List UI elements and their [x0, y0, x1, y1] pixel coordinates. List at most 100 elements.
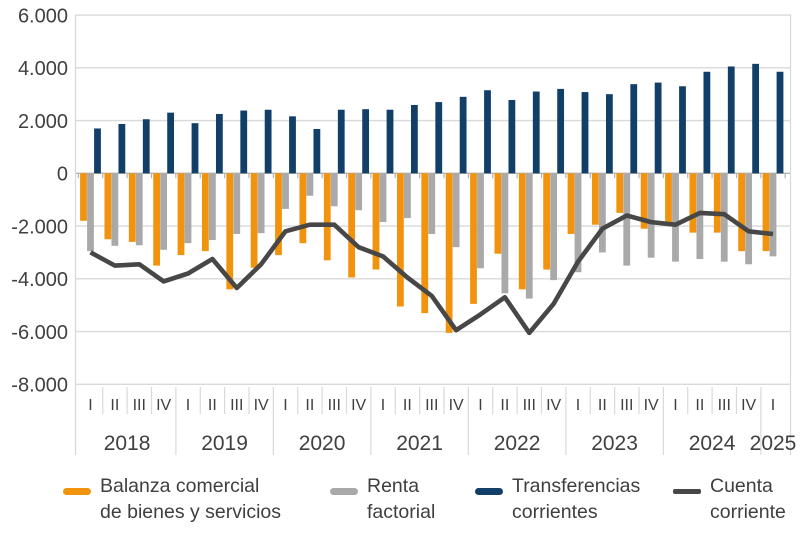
quarter-label: I [576, 397, 580, 414]
quarter-label: I [283, 397, 287, 414]
quarter-label: III [230, 397, 243, 414]
transferencias-corrientes-bar [581, 92, 589, 174]
balanza-comercial-bar [372, 173, 380, 270]
transferencias-corrientes-bar [727, 66, 735, 174]
transferencias-corrientes-bar [679, 86, 686, 174]
renta-factorial-bar [477, 173, 484, 269]
year-label: 2021 [396, 432, 443, 455]
transferencias-corrientes-bar [435, 102, 443, 174]
renta-factorial-bar [428, 173, 436, 234]
y-axis-label: 4.000 [18, 58, 68, 80]
quarter-label: IV [156, 397, 171, 414]
quarter-label: III [620, 397, 633, 414]
transferencias-corrientes-bar [386, 109, 394, 174]
renta-factorial-bar [184, 173, 192, 244]
balanza-comercial-bar [689, 173, 697, 233]
legend-label-balanza-comercial: Balanza comercial de bienes y servicios [100, 473, 281, 525]
year-label: 2022 [494, 432, 541, 455]
legend-label-line: factorial [367, 501, 436, 523]
year-label: 2018 [104, 432, 151, 455]
transferencias-corrientes-bar [313, 128, 321, 174]
quarter-label: IV [254, 397, 269, 414]
quarter-label: I [186, 397, 190, 414]
renta-factorial-bar [452, 173, 460, 248]
y-axis-label: -2.000 [11, 216, 68, 238]
renta-factorial-bar [745, 173, 753, 265]
y-axis-label: -6.000 [11, 322, 68, 344]
renta-factorial-bar [550, 173, 558, 281]
balanza-comercial-bar [470, 173, 477, 304]
quarter-label: III [718, 397, 731, 414]
quarter-label: II [110, 397, 119, 414]
balanza-comercial-bar [104, 173, 112, 240]
renta-factorial-bar [672, 173, 679, 262]
renta-factorial-bar [525, 173, 533, 299]
transferencias-corrientes-bar [605, 94, 613, 174]
transferencias-corrientes-bar [776, 71, 784, 174]
year-label: 2025 [750, 432, 797, 455]
transferencias-corrientes-bar [94, 128, 101, 174]
balanza-comercial-bar [494, 173, 502, 254]
transferencias-corrientes-swatch-icon [475, 488, 503, 495]
quarter-label: III [523, 397, 536, 414]
balanza-comercial-bar [323, 173, 331, 261]
year-label: 2019 [201, 432, 248, 455]
quarter-label: II [695, 397, 704, 414]
balanza-comercial-bar [128, 173, 136, 242]
quarter-label: I [478, 397, 482, 414]
renta-factorial-bar [769, 173, 777, 257]
transferencias-corrientes-bar [167, 112, 175, 174]
balanza-comercial-bar [275, 173, 282, 256]
balanza-comercial-bar [299, 173, 307, 244]
renta-factorial-bar [282, 173, 289, 209]
renta-factorial-bar [87, 173, 94, 252]
transferencias-corrientes-bar [484, 90, 491, 174]
balanza-comercial-bar [738, 173, 746, 252]
renta-factorial-bar [208, 173, 216, 241]
transferencias-corrientes-bar [118, 123, 126, 174]
year-label: 2024 [689, 432, 736, 455]
transferencias-corrientes-bar [289, 116, 296, 174]
legend-label-line: de bienes y servicios [100, 501, 282, 523]
series-renta-factorial [87, 173, 777, 299]
legend-label-transferencias-corrientes: Transferencias corrientes [512, 473, 640, 525]
quarter-label: II [598, 397, 607, 414]
renta-factorial-bar [111, 173, 119, 246]
renta-factorial-bar [696, 173, 704, 260]
legend-label-line: Balanza comercial [100, 475, 260, 497]
transferencias-corrientes-bar [362, 109, 370, 174]
balanza-comercial-bar [201, 173, 209, 252]
transferencias-corrientes-bar [191, 123, 199, 174]
legend-label-line: corriente [710, 501, 786, 523]
year-label: 2020 [299, 432, 346, 455]
y-axis-label: -4.000 [11, 269, 68, 291]
y-axis-label: 6.000 [18, 5, 68, 27]
balanza-comercial-bar [518, 173, 526, 290]
balanza-comercial-bar [445, 173, 453, 333]
legend: Balanza comercial de bienes y servicios … [0, 475, 804, 540]
chart-area: 6.000 4.000 2.000 0 -2.000 -4.000 -6.000 -8.000… [11, 5, 797, 455]
legend-label-line: Renta [367, 475, 420, 497]
renta-factorial-bar [330, 173, 338, 207]
transferencias-corrientes-bar [630, 84, 638, 174]
transferencias-corrientes-bar [654, 82, 662, 174]
legend-label-cuenta-corriente: Cuenta corriente [710, 473, 786, 525]
balanza-comercial-bar [153, 173, 161, 266]
quarter-label: III [328, 397, 341, 414]
quarter-label: I [88, 397, 92, 414]
transferencias-corrientes-bar [240, 110, 248, 174]
balanza-comercial-bar [80, 173, 87, 221]
quarter-label: III [133, 397, 146, 414]
renta-factorial-bar [647, 173, 655, 258]
renta-factorial-bar [306, 173, 314, 196]
quarter-label: IV [644, 397, 659, 414]
quarter-label: I [771, 397, 775, 414]
renta-factorial-bar [135, 173, 143, 246]
series-balanza-comercial [80, 173, 770, 333]
quarter-label: IV [351, 397, 366, 414]
transferencias-corrientes-bar [459, 96, 467, 174]
quarter-label: I [673, 397, 677, 414]
quarter-label: IV [546, 397, 561, 414]
chart-svg: 6.000 4.000 2.000 0 -2.000 -4.000 -6.000 -8.000… [11, 5, 797, 455]
renta-factorial-bar [720, 173, 728, 262]
